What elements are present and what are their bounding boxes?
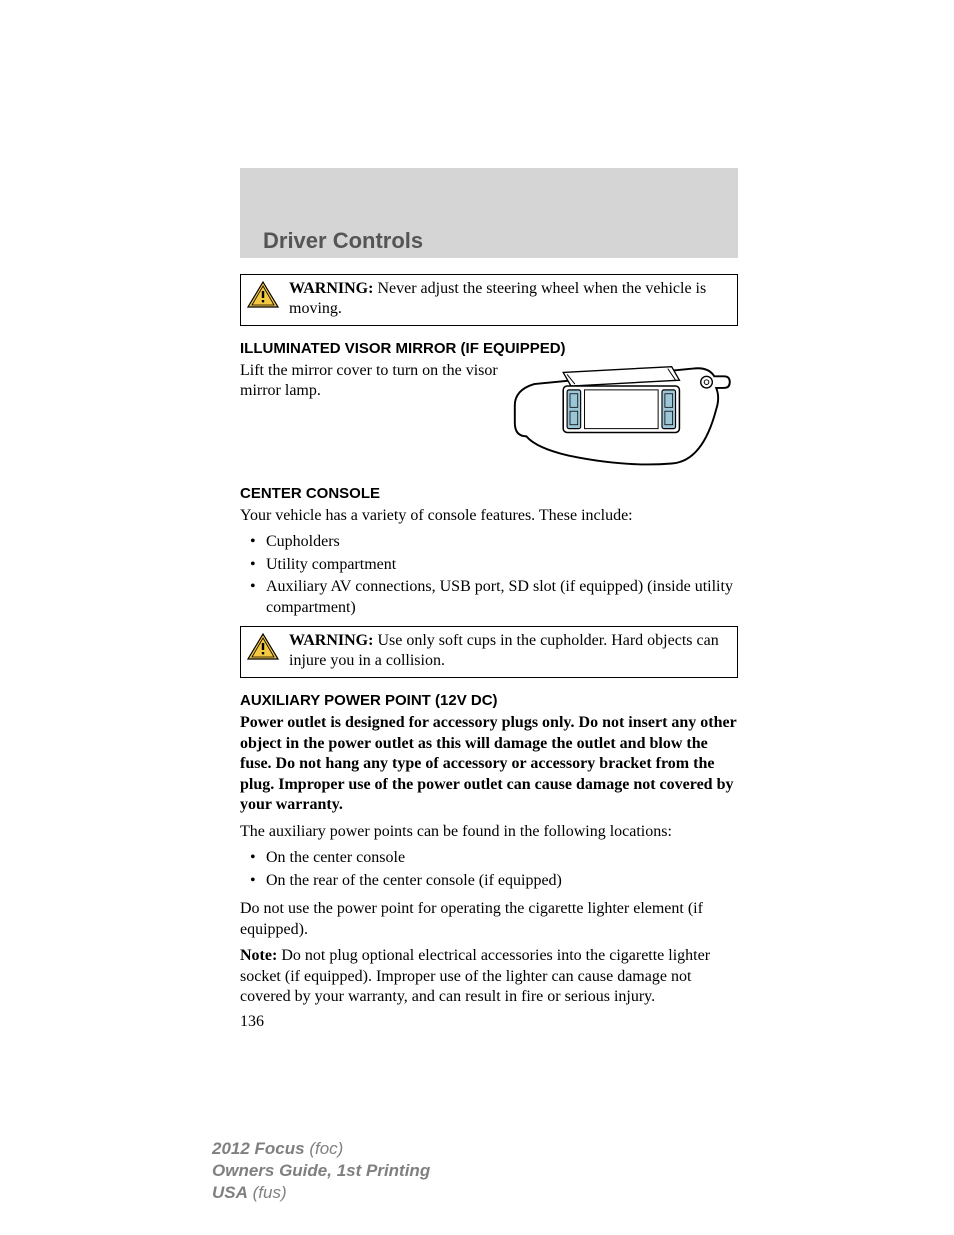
footer-model: 2012 Focus [212, 1139, 305, 1158]
aux-lighter-para: Do not use the power point for operating… [240, 899, 738, 940]
heading-console: CENTER CONSOLE [240, 485, 738, 502]
note-text: Do not plug optional electrical accessor… [240, 947, 710, 1005]
warning-icon [247, 281, 279, 309]
list-item: On the rear of the center console (if eq… [240, 871, 738, 891]
footer-region-code: (fus) [253, 1183, 287, 1202]
footer-line-3: USA (fus) [212, 1182, 430, 1204]
list-item: Auxiliary AV connections, USB port, SD s… [240, 577, 738, 618]
console-intro: Your vehicle has a variety of console fe… [240, 506, 738, 526]
warning-box-cupholder: WARNING: Use only soft cups in the cupho… [240, 626, 738, 678]
footer-guide: Owners Guide, 1st Printing [212, 1161, 430, 1180]
console-list: Cupholders Utility compartment Auxiliary… [240, 532, 738, 618]
visor-text: Lift the mirror cover to turn on the vis… [240, 361, 499, 402]
footer-model-code: (foc) [309, 1139, 343, 1158]
aux-locations-intro: The auxiliary power points can be found … [240, 822, 738, 842]
note-label: Note: [240, 947, 277, 964]
aux-bold-para: Power outlet is designed for accessory p… [240, 713, 738, 815]
page-number: 136 [240, 1013, 738, 1031]
warning-label: WARNING: [289, 632, 373, 649]
warning-text: WARNING: Use only soft cups in the cupho… [289, 631, 731, 671]
aux-locations-list: On the center console On the rear of the… [240, 848, 738, 891]
warning-label: WARNING: [289, 280, 373, 297]
list-item: Cupholders [240, 532, 738, 552]
heading-visor: ILLUMINATED VISOR MIRROR (IF EQUIPPED) [240, 340, 738, 357]
warning-box-steering: WARNING: Never adjust the steering wheel… [240, 274, 738, 326]
footer-line-1: 2012 Focus (foc) [212, 1138, 430, 1160]
footer: 2012 Focus (foc) Owners Guide, 1st Print… [212, 1138, 430, 1204]
page-content: WARNING: Never adjust the steering wheel… [240, 274, 738, 1031]
page-title: Driver Controls [263, 228, 423, 254]
footer-region: USA [212, 1183, 248, 1202]
list-item: Utility compartment [240, 555, 738, 575]
warning-icon [247, 633, 279, 661]
visor-illustration [509, 361, 738, 473]
list-item: On the center console [240, 848, 738, 868]
warning-text: WARNING: Never adjust the steering wheel… [289, 279, 731, 319]
heading-aux: AUXILIARY POWER POINT (12V DC) [240, 692, 738, 709]
footer-line-2: Owners Guide, 1st Printing [212, 1160, 430, 1182]
visor-row: Lift the mirror cover to turn on the vis… [240, 361, 738, 473]
aux-note: Note: Do not plug optional electrical ac… [240, 946, 738, 1007]
